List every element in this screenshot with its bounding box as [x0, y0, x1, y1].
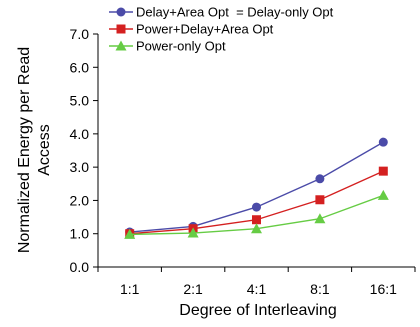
y-tick-label: 3.0 — [70, 159, 90, 175]
y-tick-label: 6.0 — [70, 59, 90, 75]
x-tick-label: 2:1 — [183, 281, 203, 297]
x-tick-label: 4:1 — [247, 281, 267, 297]
y-tick-label: 7.0 — [70, 26, 90, 42]
axes: 0.0 1.0 2.0 3.0 4.0 5.0 6.0 7.0 1:1 2:1 4:1 8:1 16:1 — [70, 26, 416, 297]
y-tick-label: 5.0 — [70, 93, 90, 109]
legend-marker — [116, 7, 126, 17]
data-point — [378, 137, 388, 147]
legend-item-2: Power+Delay+Area Opt — [109, 22, 274, 37]
data-point — [314, 213, 326, 224]
data-point — [315, 174, 325, 184]
legend-item-3: Power-only Opt — [109, 39, 226, 54]
data-point — [315, 195, 325, 205]
legend-marker — [115, 40, 127, 51]
series-layer — [124, 137, 389, 239]
y-axis-label-line-1: Normalized Energy per Read — [16, 47, 33, 253]
data-point — [252, 202, 261, 212]
x-axis-label: Degree of Interleaving — [179, 302, 336, 319]
data-point — [377, 189, 389, 200]
data-point — [187, 227, 199, 238]
y-tick-label: 4.0 — [70, 126, 90, 142]
legend-label: Power+Delay+Area Opt — [136, 22, 274, 37]
data-point — [252, 215, 261, 225]
data-point — [378, 166, 388, 176]
x-tick-label: 16:1 — [370, 281, 397, 297]
y-tick-label: 0.0 — [70, 259, 90, 275]
y-tick-label: 1.0 — [70, 226, 90, 242]
data-point — [251, 223, 262, 234]
legend-label: Power-only Opt — [136, 39, 226, 54]
legend-marker — [116, 24, 126, 34]
series-3 — [124, 189, 389, 239]
y-tick-label: 2.0 — [70, 192, 90, 208]
legend: Delay+Area Opt = Delay-only Opt Power+Del… — [109, 5, 334, 54]
x-tick-label: 1:1 — [120, 281, 140, 297]
data-point — [124, 228, 136, 239]
legend-item-1: Delay+Area Opt = Delay-only Opt — [109, 5, 334, 20]
legend-label: Delay+Area Opt = Delay-only Opt — [136, 5, 334, 20]
x-tick-label: 8:1 — [310, 281, 330, 297]
y-axis-label-line-2: Access — [36, 124, 53, 176]
